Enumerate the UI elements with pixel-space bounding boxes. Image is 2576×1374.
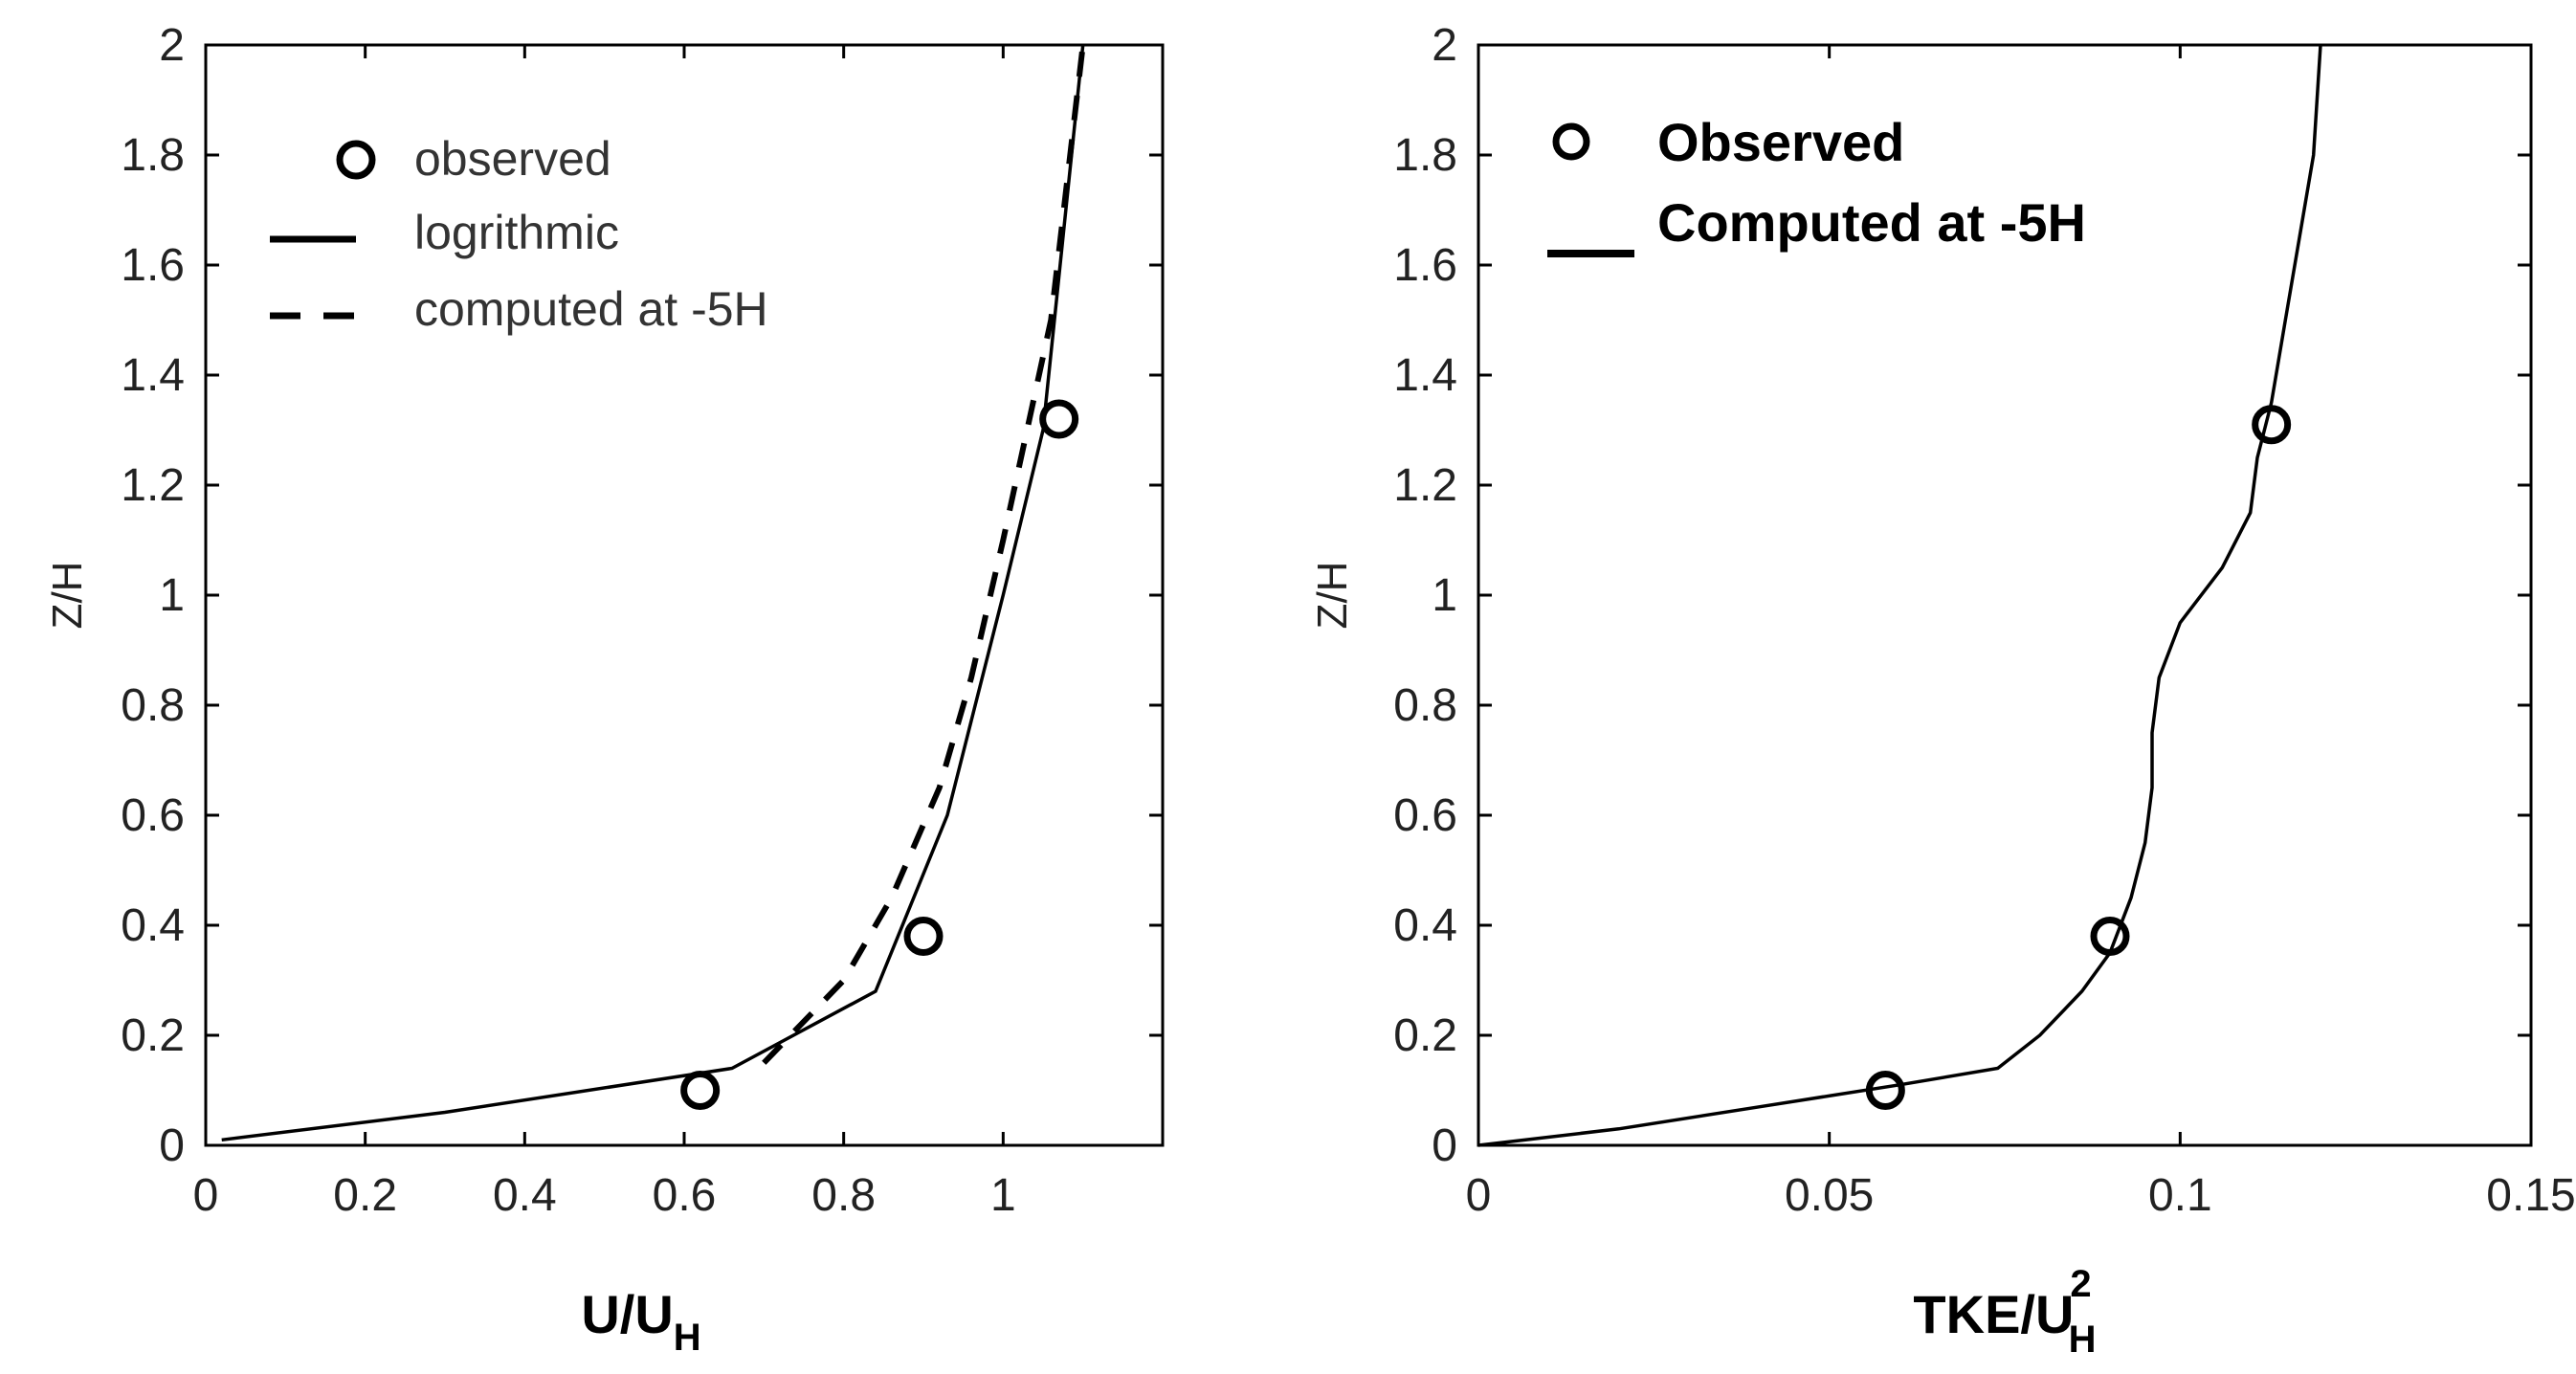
- right-observed-point: [2252, 405, 2292, 445]
- right-y-tick-label: 1: [1432, 570, 1457, 621]
- left-y-tick-label: 2: [159, 20, 185, 71]
- right-y-tick-label: 1.6: [1393, 240, 1457, 291]
- left-ticks: 0 0.2 0.4 0.6 0.8 1 1.2 1.4 1.6 1.8 2 0 0.2 0.4 0.6 0.8…: [121, 20, 1163, 1221]
- left-x-tick-label: 0.6: [653, 1170, 717, 1221]
- left-legend-logrithmic-label: logrithmic: [414, 206, 619, 259]
- left-legend-observed-label: observed: [414, 132, 611, 186]
- tke-profile-panel: 00.20.40.60.811.21.41.61.820 0.05 0.1 0.15 …: [1309, 20, 2576, 1361]
- right-series: [1477, 44, 2322, 1147]
- left-y-tick-label: 0.8: [121, 680, 185, 731]
- left-y-tick-label: 1.2: [121, 460, 185, 511]
- left-y-tick-label: 1.4: [121, 350, 185, 401]
- left-x-tick-label: 0.4: [493, 1170, 557, 1221]
- left-x-tick-label: 0: [193, 1170, 219, 1221]
- right-y-tick-label: 0.4: [1393, 900, 1457, 951]
- right-x-axis-label-main: TKE/U: [1913, 1284, 2074, 1344]
- right-y-tick-label: 0.2: [1393, 1010, 1457, 1061]
- right-y-tick-label: 0: [1432, 1120, 1457, 1171]
- left-plot-frame: [204, 43, 1165, 1147]
- left-y-tick-label: 0.2: [121, 1010, 185, 1061]
- right-x-axis-label: TKE/U2 H: [1913, 1263, 2096, 1361]
- right-legend-observed-marker: [1552, 122, 1590, 161]
- left-observed-point: [680, 1071, 721, 1110]
- left-observed-point: [903, 917, 944, 956]
- left-y-tick-label: 1.6: [121, 240, 185, 291]
- right-y-tick-label: 2: [1432, 20, 1457, 71]
- left-observed-point: [1039, 399, 1079, 439]
- velocity-profile-panel: 0 0.2 0.4 0.6 0.8 1 1.2 1.4 1.6 1.8 2 0 0.2 0.4 0.6 0.8…: [44, 20, 1165, 1359]
- left-series-logrithmic: [221, 44, 1085, 1142]
- left-x-tick-label: 0.2: [333, 1170, 397, 1221]
- left-legend: observed logrithmic computed at -5H: [270, 132, 768, 336]
- right-y-tick-label: 0.8: [1393, 680, 1457, 731]
- left-x-tick-label: 0.8: [811, 1170, 876, 1221]
- left-legend-observed-marker: [336, 140, 376, 180]
- right-x-tick-label: 0: [1466, 1170, 1492, 1221]
- right-y-tick-label: 0.6: [1393, 790, 1457, 841]
- right-x-tick-label: 0.15: [2486, 1170, 2575, 1221]
- left-y-tick-label: 1.8: [121, 130, 185, 181]
- left-y-axis-label: Z/H: [44, 562, 91, 630]
- left-x-axis-label-main: U/U: [581, 1284, 673, 1344]
- right-series-computed-at-5h: [1477, 44, 2322, 1147]
- left-y-tick-label: 0.4: [121, 900, 185, 951]
- right-legend-observed-label: Observed: [1657, 112, 1904, 172]
- left-y-tick-label: 0.6: [121, 790, 185, 841]
- right-ticks: 0 0.2 0.4 0.6 0.8 1 1.2 1.4 1.6 1.8 2 0 0.05 0.1 0.15: [1393, 20, 2575, 1221]
- right-y-tick-label: 1.4: [1393, 350, 1457, 401]
- left-x-axis-label-sub: H: [674, 1317, 701, 1359]
- right-y-tick-label: 1.2: [1393, 460, 1457, 511]
- left-series-computed-at-5h: [762, 44, 1086, 1065]
- right-observed-point: [2090, 917, 2130, 956]
- left-y-tick-label: 0: [159, 1120, 185, 1171]
- right-y-tick-label: 1.8: [1393, 130, 1457, 181]
- right-x-axis-label-sup: 2: [2070, 1263, 2091, 1305]
- right-x-axis-label-sub: H: [2069, 1319, 2097, 1361]
- left-series: [221, 44, 1086, 1142]
- left-legend-computed-label: computed at -5H: [414, 282, 768, 336]
- right-legend-computed-label: Computed at -5H: [1657, 192, 2086, 253]
- left-x-axis-label: U/UH: [581, 1284, 700, 1359]
- right-x-tick-label: 0.05: [1785, 1170, 1874, 1221]
- right-x-tick-label: 0.1: [2148, 1170, 2212, 1221]
- left-x-tick-label: 1: [990, 1170, 1016, 1221]
- right-observed-point: [1865, 1071, 1905, 1110]
- right-y-axis-label: Z/H: [1309, 562, 1356, 630]
- right-legend: Observed Computed at -5H: [1547, 112, 2086, 257]
- left-y-tick-label: 1: [159, 570, 185, 621]
